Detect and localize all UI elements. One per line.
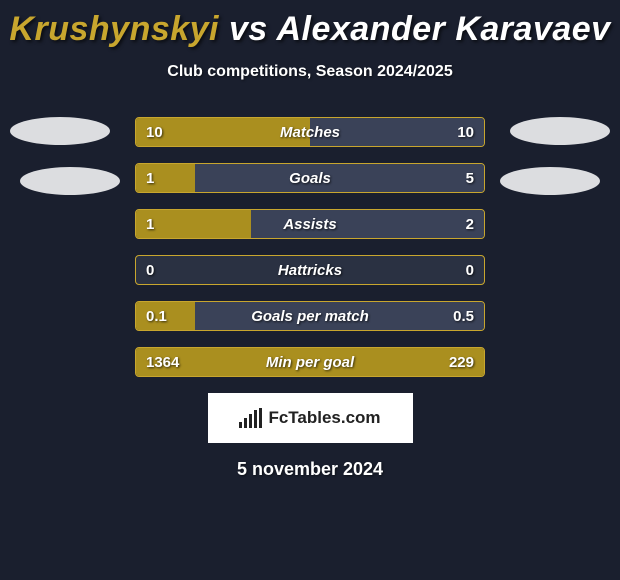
stat-value-right: 0.5 [453,302,474,330]
stat-label: Assists [136,210,484,238]
stat-row: 1Assists2 [135,209,485,239]
stat-label: Goals [136,164,484,192]
brand-bars-icon [239,408,262,428]
comparison-rows: 10Matches10 1Goals5 1Assists2 0Hattricks0 0.… [135,117,485,377]
stat-value-right: 2 [466,210,474,238]
stat-value-right: 0 [466,256,474,284]
stat-value-right: 5 [466,164,474,192]
date-text: 5 november 2024 [0,459,620,480]
team-badge-left-2 [20,167,120,195]
player2-name: Alexander Karavaev [276,10,610,48]
stat-row: 1364Min per goal229 [135,347,485,377]
comparison-title: Krushynskyi vs Alexander Karavaev [0,0,620,49]
player1-name: Krushynskyi [9,10,219,48]
stat-value-right: 229 [449,348,474,376]
brand-badge: FcTables.com [208,393,413,443]
stat-row: 1Goals5 [135,163,485,193]
vs-text: vs [229,10,268,48]
stat-row: 0Hattricks0 [135,255,485,285]
stat-label: Min per goal [136,348,484,376]
stat-label: Goals per match [136,302,484,330]
season-subtitle: Club competitions, Season 2024/2025 [0,63,620,81]
stat-label: Matches [136,118,484,146]
comparison-chart: 10Matches10 1Goals5 1Assists2 0Hattricks0 0.… [0,117,620,377]
team-badge-right-2 [500,167,600,195]
stat-row: 0.1Goals per match0.5 [135,301,485,331]
stat-value-right: 10 [457,118,474,146]
team-badge-left-1 [10,117,110,145]
brand-text: FcTables.com [268,408,380,428]
stat-label: Hattricks [136,256,484,284]
stat-row: 10Matches10 [135,117,485,147]
team-badge-right-1 [510,117,610,145]
